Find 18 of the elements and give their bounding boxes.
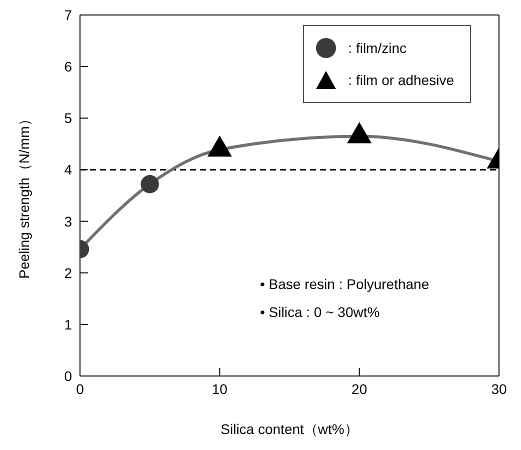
y-tick-label: 0: [64, 368, 72, 384]
y-tick-label: 5: [64, 110, 72, 126]
legend-label: : film/zinc: [348, 40, 407, 56]
x-tick-label: 20: [352, 380, 368, 397]
annotation: • Base resin : Polyurethane: [260, 275, 430, 294]
y-tick-label: 2: [64, 264, 72, 281]
y-tick-label: 3: [64, 213, 72, 230]
legend-label: : film or adhesive: [348, 72, 454, 88]
x-tick-label: 10: [212, 380, 228, 397]
y-tick-label: 6: [64, 58, 72, 75]
annotation: • Silica : 0 ~ 30wt%: [260, 303, 381, 322]
x-axis-title: Silica content（wt%）: [220, 421, 358, 437]
x-tick-label: 30: [491, 380, 507, 397]
y-tick-label: 1: [64, 316, 72, 332]
y-axis-title: Peeling strength（N/mm）: [16, 112, 32, 279]
x-tick-label: 0: [76, 380, 84, 397]
y-tick-label: 4: [64, 162, 72, 178]
y-tick-label: 7: [64, 6, 72, 23]
